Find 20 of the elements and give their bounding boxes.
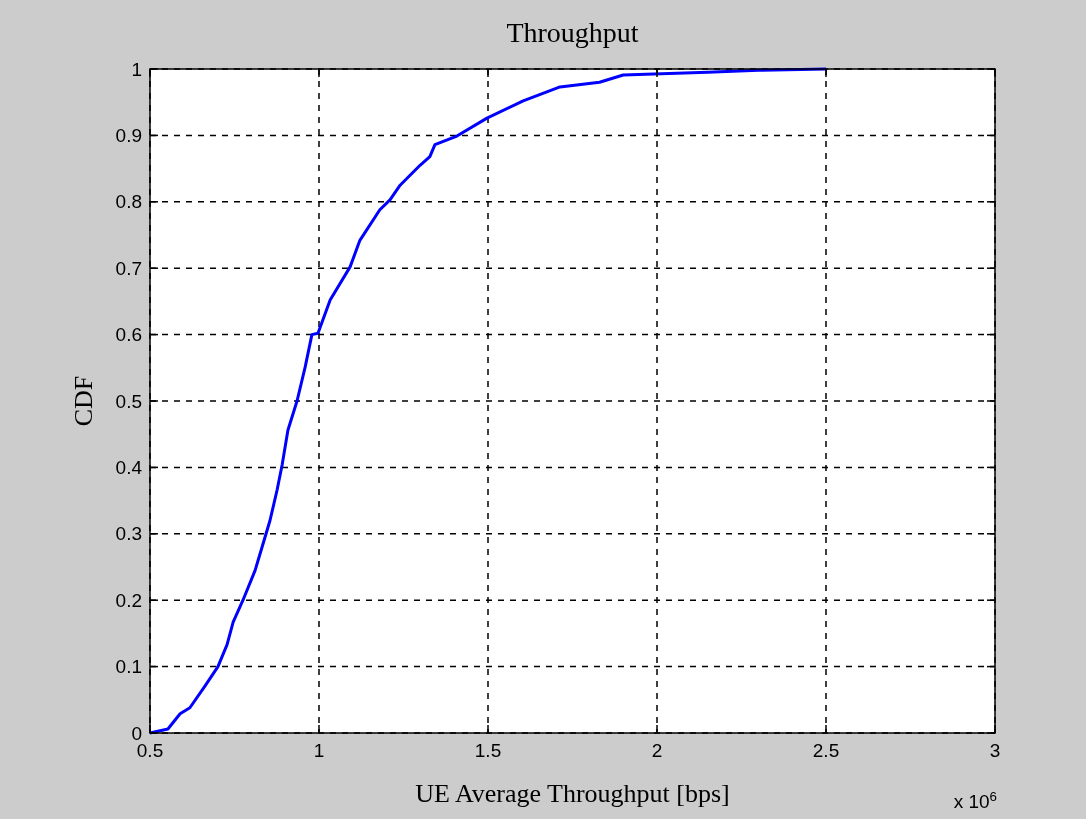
y-tick-label: 0.8	[115, 191, 142, 213]
y-tick-label: 0.5	[115, 390, 142, 412]
y-tick-label: 0.6	[115, 324, 142, 346]
x-tick-label: 1.5	[474, 740, 502, 761]
x-axis-title: UE Average Throughput [bps]	[415, 779, 730, 808]
x-tick-label: 1	[313, 740, 325, 761]
y-tick-label: 0.9	[115, 125, 142, 147]
y-tick-label: 0.2	[115, 589, 142, 611]
x-tick-label: 2	[651, 740, 663, 761]
text: x 10$^{6}$	[953, 788, 997, 812]
y-tick-label: 0.3	[115, 523, 142, 545]
x-tick-label: 2.5	[812, 740, 840, 761]
y-tick-label: 0	[131, 722, 142, 744]
y-tick-label: 1	[131, 58, 142, 80]
y-axis-title: CDF	[69, 375, 98, 427]
x-tick-label: 3	[989, 740, 1001, 761]
chart-title: Throughput	[506, 17, 639, 48]
y-tick-label: 0.4	[115, 457, 143, 479]
y-tick-label: 0.1	[115, 656, 142, 678]
y-tick-label: 0.7	[115, 257, 142, 279]
